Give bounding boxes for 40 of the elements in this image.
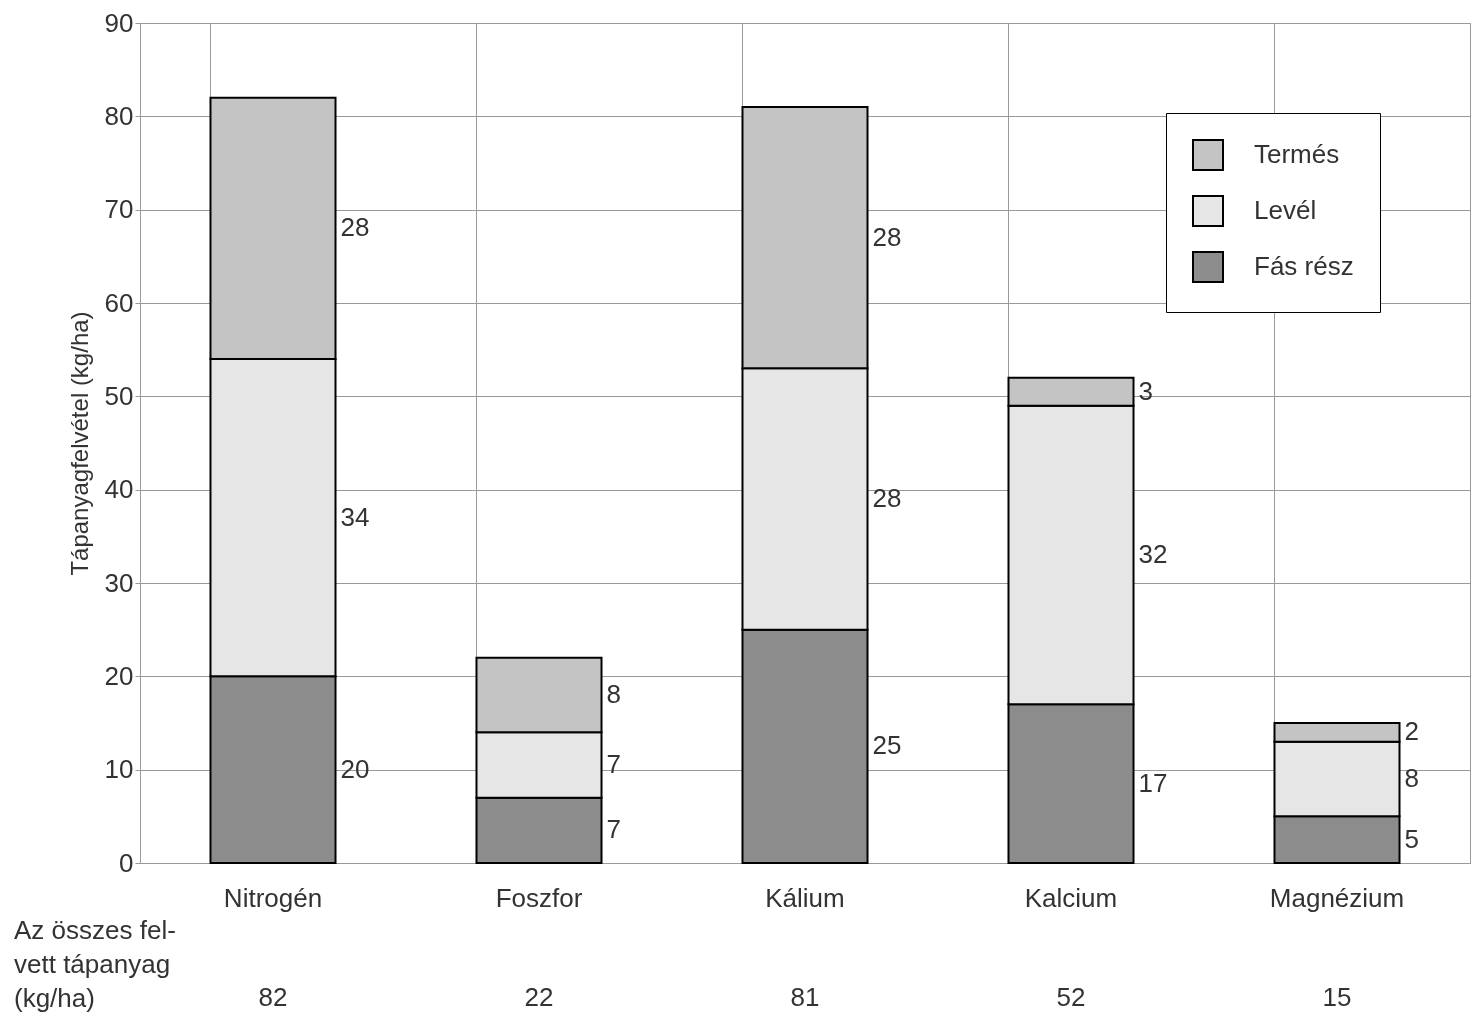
data-label: 3 bbox=[1138, 375, 1153, 406]
data-label: 2 bbox=[1404, 716, 1419, 747]
data-label: 5 bbox=[1404, 823, 1419, 854]
data-label: 34 bbox=[340, 501, 370, 532]
y-tick-label: 70 bbox=[104, 194, 134, 225]
x-tick-label: Foszfor bbox=[495, 882, 583, 913]
data-label: 25 bbox=[872, 730, 902, 761]
data-label: 28 bbox=[872, 221, 902, 252]
y-tick-label: 90 bbox=[104, 7, 134, 38]
legend-label: Fás rész bbox=[1254, 251, 1354, 281]
x-tick-label: Kálium bbox=[765, 882, 845, 913]
y-tick-label: 20 bbox=[104, 660, 134, 691]
legend-label: Levél bbox=[1254, 195, 1317, 225]
y-tick-label: 10 bbox=[104, 754, 134, 785]
text: 82 bbox=[258, 982, 288, 1012]
data-label: 7 bbox=[606, 814, 621, 845]
data-label: 7 bbox=[606, 749, 621, 779]
y-tick-label: 40 bbox=[104, 474, 134, 505]
y-tick-label: 60 bbox=[104, 287, 134, 318]
text: 15 bbox=[1322, 982, 1352, 1012]
data-label: 8 bbox=[1404, 763, 1419, 793]
data-label: 8 bbox=[606, 679, 621, 709]
data-label: 17 bbox=[1138, 767, 1168, 798]
x-tick-label: Magnézium bbox=[1269, 882, 1405, 913]
text: 22 bbox=[524, 982, 554, 1012]
data-label: 28 bbox=[340, 212, 370, 243]
data-label: 28 bbox=[872, 483, 902, 513]
y-tick-label: 80 bbox=[104, 100, 134, 131]
y-axis-title: Tápanyagfelvétel (kg/ha) bbox=[65, 311, 93, 576]
y-tick-label: 0 bbox=[119, 847, 134, 878]
y-tick-label: 50 bbox=[104, 380, 134, 411]
legend-label: Termés bbox=[1254, 139, 1340, 169]
text: Az összes fel- vett tápanyag (kg/ha) bbox=[14, 915, 176, 1013]
x-tick-label: Kalcium bbox=[1024, 882, 1118, 913]
y-tick-label: 30 bbox=[104, 567, 134, 598]
data-label: 32 bbox=[1138, 539, 1168, 569]
x-tick-label: Nitrogén bbox=[223, 882, 323, 913]
text: 52 bbox=[1056, 982, 1086, 1012]
text: 81 bbox=[790, 982, 820, 1012]
data-label: 20 bbox=[340, 753, 370, 784]
